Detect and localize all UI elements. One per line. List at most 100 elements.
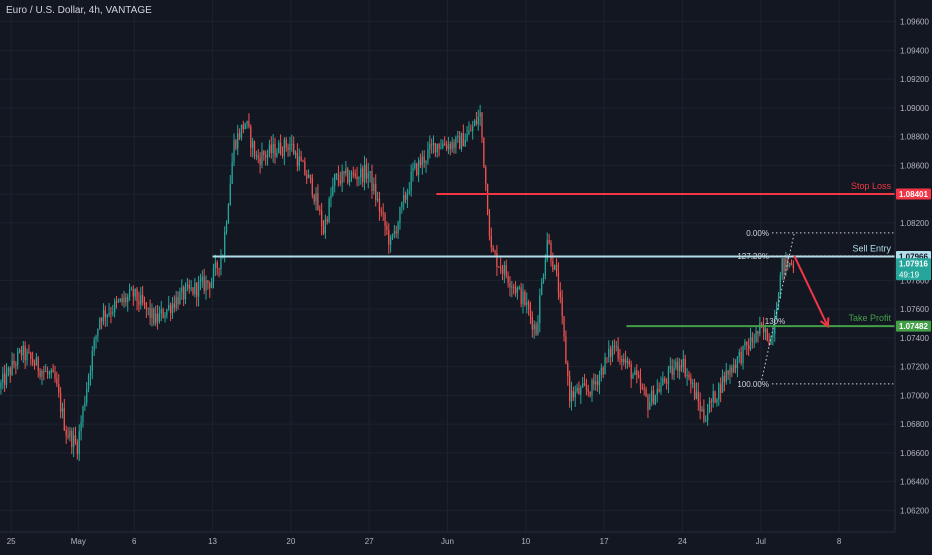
- candle-body: [141, 294, 144, 303]
- candle-body: [678, 365, 681, 371]
- candle-body: [505, 265, 507, 276]
- candle-body: [434, 143, 437, 153]
- candle-body: [134, 288, 136, 297]
- candle-body: [360, 168, 362, 178]
- candle-body: [444, 143, 446, 146]
- candle-body: [108, 312, 110, 315]
- candle-body: [557, 272, 560, 292]
- candle-body: [117, 301, 120, 303]
- candle-body: [225, 222, 228, 233]
- candle-body: [680, 365, 683, 368]
- candle-body: [740, 351, 742, 364]
- candle-body: [498, 266, 500, 268]
- candle-body: [718, 383, 720, 400]
- candle-body: [155, 313, 157, 324]
- candle-body: [199, 281, 202, 283]
- candle-body: [546, 240, 548, 260]
- candle-body: [742, 345, 744, 364]
- candle-body: [723, 375, 726, 382]
- candle-body: [427, 149, 429, 161]
- candle-body: [690, 377, 692, 384]
- candle-body: [686, 374, 688, 377]
- candle-body: [490, 236, 492, 248]
- candle-body: [192, 287, 194, 295]
- candle-body: [242, 124, 244, 130]
- candle-body: [168, 305, 170, 310]
- candle-body: [623, 359, 625, 363]
- candle-body: [209, 282, 211, 288]
- candle-body: [87, 375, 90, 389]
- candle-body: [179, 291, 181, 305]
- candle-body: [177, 297, 179, 305]
- time-tick-label: 8: [837, 537, 842, 546]
- candle-body: [483, 137, 485, 168]
- candle-body: [494, 251, 496, 254]
- candle-body: [224, 232, 226, 256]
- candle-body: [0, 382, 2, 389]
- candle-body: [611, 345, 614, 357]
- candle-body: [86, 388, 88, 403]
- current-price-price-tag: [896, 258, 931, 281]
- candle-body: [291, 143, 293, 145]
- candle-body: [84, 402, 86, 407]
- candle-body: [554, 264, 556, 270]
- candle-body: [184, 286, 187, 300]
- candle-body: [128, 289, 131, 297]
- candle-body: [692, 383, 694, 385]
- candle-body: [736, 356, 739, 369]
- candle-body: [382, 212, 384, 214]
- candle-body: [660, 385, 662, 392]
- price-tick-label: 1.07400: [900, 334, 929, 343]
- candle-body: [15, 364, 17, 366]
- candle-body: [725, 370, 727, 382]
- candle-body: [300, 156, 302, 162]
- candle-body: [278, 142, 280, 153]
- candle-body: [449, 143, 451, 150]
- candle-body: [624, 359, 627, 363]
- candle-body: [237, 133, 239, 149]
- time-tick-label: 24: [678, 537, 687, 546]
- candle-body: [744, 341, 746, 346]
- candle-body: [296, 152, 299, 167]
- candle-body: [121, 298, 123, 303]
- candle-body: [561, 297, 563, 317]
- candle-body: [432, 143, 435, 145]
- candle-body: [183, 287, 185, 300]
- price-tick-label: 1.09000: [900, 104, 929, 113]
- candle-body: [485, 167, 487, 184]
- candle-body: [677, 361, 679, 371]
- candle-body: [352, 172, 354, 174]
- candle-body: [341, 171, 343, 184]
- candle-body: [250, 126, 252, 148]
- candle-body: [147, 307, 149, 309]
- price-tick-label: 1.08600: [900, 161, 929, 170]
- candle-body: [559, 291, 561, 298]
- candle-body: [416, 163, 418, 175]
- candle-body: [397, 222, 399, 234]
- time-tick-label: Jul: [756, 537, 766, 546]
- candle-body: [783, 258, 785, 271]
- price-tick-label: 1.08800: [900, 133, 929, 142]
- candle-body: [175, 297, 177, 309]
- candle-body: [673, 368, 675, 376]
- candle-body: [406, 192, 409, 200]
- candle-body: [785, 258, 787, 271]
- candle-body: [18, 349, 21, 352]
- candle-body: [31, 358, 34, 364]
- candle-body: [408, 191, 410, 193]
- candle-body: [261, 151, 263, 165]
- candle-body: [466, 133, 468, 141]
- candle-body: [421, 156, 423, 166]
- candle-body: [509, 282, 511, 288]
- candle-body: [110, 312, 112, 314]
- candle-body: [514, 287, 517, 294]
- candle-body: [274, 143, 276, 157]
- candle-body: [738, 351, 740, 357]
- fib-levels: 0.00% 127.20% 100.00% 130%: [737, 229, 895, 389]
- candle-body: [609, 348, 612, 357]
- candle-body: [287, 147, 289, 150]
- candle-body: [56, 378, 58, 385]
